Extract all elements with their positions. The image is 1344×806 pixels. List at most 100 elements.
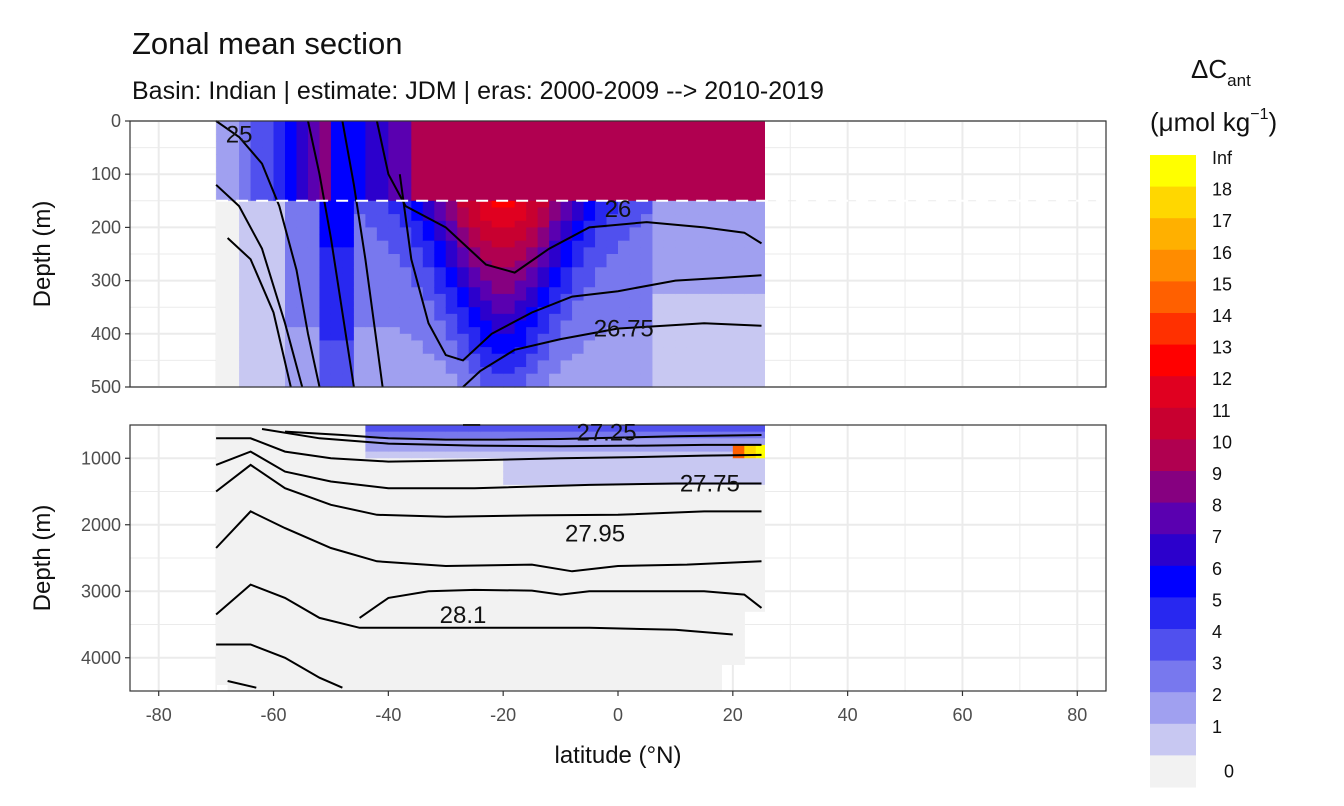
- field-cell: [640, 444, 654, 453]
- field-cell: [675, 611, 688, 619]
- isopycnal-line: [215, 510, 762, 573]
- field-cell: [503, 551, 516, 559]
- field-cell: [376, 504, 389, 513]
- field-cell: [640, 511, 654, 519]
- field-cell: [560, 637, 573, 646]
- field-cell: [227, 220, 240, 228]
- field-cell: [709, 167, 722, 175]
- field-cell: [675, 444, 688, 453]
- field-cell: [491, 538, 504, 546]
- field-cell: [388, 140, 401, 149]
- field-cell: [652, 320, 665, 328]
- field-cell: [307, 373, 321, 381]
- field-cell: [618, 617, 631, 626]
- field-cell: [755, 438, 765, 446]
- field-cell: [618, 214, 631, 222]
- field-cell: [342, 604, 355, 612]
- field-cell: [698, 571, 711, 579]
- field-cell: [307, 484, 321, 493]
- field-cell: [549, 380, 562, 388]
- field-cell: [583, 160, 596, 169]
- field-cell: [606, 214, 619, 222]
- field-cell: [480, 340, 493, 348]
- field-cell: [732, 504, 745, 513]
- field-cell: [537, 187, 550, 195]
- field-cell: [652, 227, 665, 235]
- field-cell: [491, 360, 504, 368]
- field-cell: [353, 167, 366, 175]
- field-cell: [468, 200, 481, 209]
- field-cell: [319, 327, 332, 335]
- field-cell: [239, 491, 252, 499]
- legend-break-label: 4: [1212, 622, 1222, 642]
- field-cell: [480, 360, 493, 368]
- field-cell: [399, 273, 412, 282]
- field-cell: [503, 121, 516, 129]
- field-cell: [365, 577, 378, 586]
- field-cell: [445, 373, 458, 381]
- field-cell: [468, 207, 481, 215]
- field-cell: [526, 498, 539, 506]
- field-cell: [422, 511, 435, 519]
- field-cell: [675, 511, 688, 519]
- field-cell: [560, 154, 573, 162]
- field-cell: [273, 327, 286, 335]
- field-cell: [549, 140, 562, 149]
- field-cell: [365, 140, 378, 149]
- field-cell: [342, 478, 355, 486]
- field-cell: [549, 254, 562, 262]
- field-cell: [273, 551, 286, 559]
- field-cell: [675, 147, 688, 155]
- field-cell: [606, 438, 619, 446]
- field-cell: [526, 293, 539, 302]
- field-cell: [663, 478, 677, 486]
- field-cell: [468, 478, 481, 486]
- field-cell: [319, 551, 332, 559]
- field-cell: [353, 340, 366, 348]
- field-cell: [445, 347, 458, 355]
- field-cell: [250, 531, 263, 539]
- field-cell: [307, 240, 321, 248]
- field-cell: [353, 577, 366, 586]
- field-cell: [330, 154, 344, 162]
- field-cell: [675, 458, 688, 466]
- field-cell: [663, 511, 677, 519]
- field-cell: [606, 664, 619, 672]
- field-cell: [422, 591, 435, 599]
- field-cell: [514, 347, 527, 355]
- legend-break-label: 17: [1212, 211, 1232, 231]
- field-cell: [422, 340, 435, 348]
- field-cell: [526, 313, 539, 322]
- field-cell: [606, 551, 619, 559]
- field-cell: [365, 287, 378, 295]
- field-cell: [422, 207, 435, 215]
- field-cell: [411, 657, 424, 665]
- field-cell: [388, 531, 401, 539]
- field-cell: [732, 644, 745, 652]
- field-cell: [491, 611, 504, 619]
- field-cell: [537, 360, 550, 368]
- field-cell: [422, 644, 435, 652]
- field-cell: [686, 584, 699, 592]
- field-cell: [595, 234, 608, 242]
- field-cell: [721, 267, 734, 275]
- field-cell: [721, 214, 734, 222]
- field-cell: [595, 631, 608, 639]
- field-cell: [583, 458, 596, 466]
- field-cell: [606, 380, 619, 388]
- field-cell: [526, 200, 539, 209]
- field-cell: [595, 651, 608, 659]
- field-cell: [227, 367, 240, 375]
- field-cell: [319, 194, 332, 202]
- field-cell: [732, 604, 745, 612]
- field-cell: [744, 180, 757, 189]
- field-cell: [491, 147, 504, 155]
- field-cell: [411, 313, 424, 322]
- field-cell: [503, 280, 516, 288]
- field-cell: [296, 584, 309, 592]
- field-cell: [388, 227, 401, 235]
- field-cell: [629, 180, 642, 189]
- field-cell: [388, 617, 401, 626]
- field-cell: [721, 160, 734, 169]
- field-cell: [445, 267, 458, 275]
